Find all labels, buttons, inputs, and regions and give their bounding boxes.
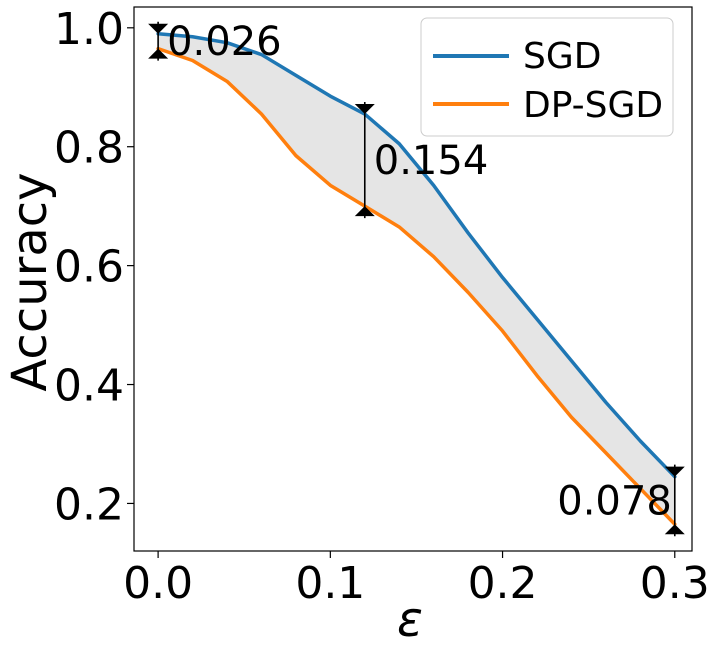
legend-sgd-label: SGD	[523, 36, 601, 77]
y-tick-label: 0.4	[54, 361, 124, 412]
gap-arrow-down-icon	[148, 23, 169, 34]
gap-arrow-up-icon	[664, 524, 685, 535]
sgd-series-line	[156, 32, 677, 479]
y-tick-label: 1.0	[54, 4, 124, 55]
gap-annotation: 0.154	[354, 102, 489, 219]
gap-annotation: 0.026	[148, 19, 282, 65]
gap-value-label: 0.026	[167, 19, 282, 65]
y-tick-label: 0.2	[54, 479, 124, 530]
dp-sgd-series-line	[156, 46, 677, 526]
x-tick-label: 0.2	[468, 558, 538, 609]
x-tick-label: 0.0	[123, 558, 193, 609]
gap-value-label: 0.154	[374, 138, 489, 184]
x-axis-label: ε	[397, 592, 423, 648]
y-tick-label: 0.8	[54, 123, 124, 174]
x-tick-label: 0.3	[640, 558, 708, 609]
gap-arrow-down-icon	[664, 466, 685, 477]
gap-annotation: 0.078	[557, 464, 685, 537]
gap-arrow-up-icon	[354, 206, 375, 217]
legend-box	[420, 17, 674, 137]
legend-dpsgd-label: DP-SGD	[523, 85, 663, 126]
gap-arrow-down-icon	[354, 104, 375, 115]
gap-value-label: 0.078	[557, 478, 672, 524]
x-tick-label: 0.1	[295, 558, 365, 609]
y-tick-label: 0.6	[54, 242, 124, 293]
y-axis-label: Accuracy	[2, 172, 58, 391]
legend: SGD DP-SGD	[420, 17, 674, 137]
plot-area-frame	[133, 6, 693, 552]
gap-arrow-up-icon	[148, 48, 169, 59]
